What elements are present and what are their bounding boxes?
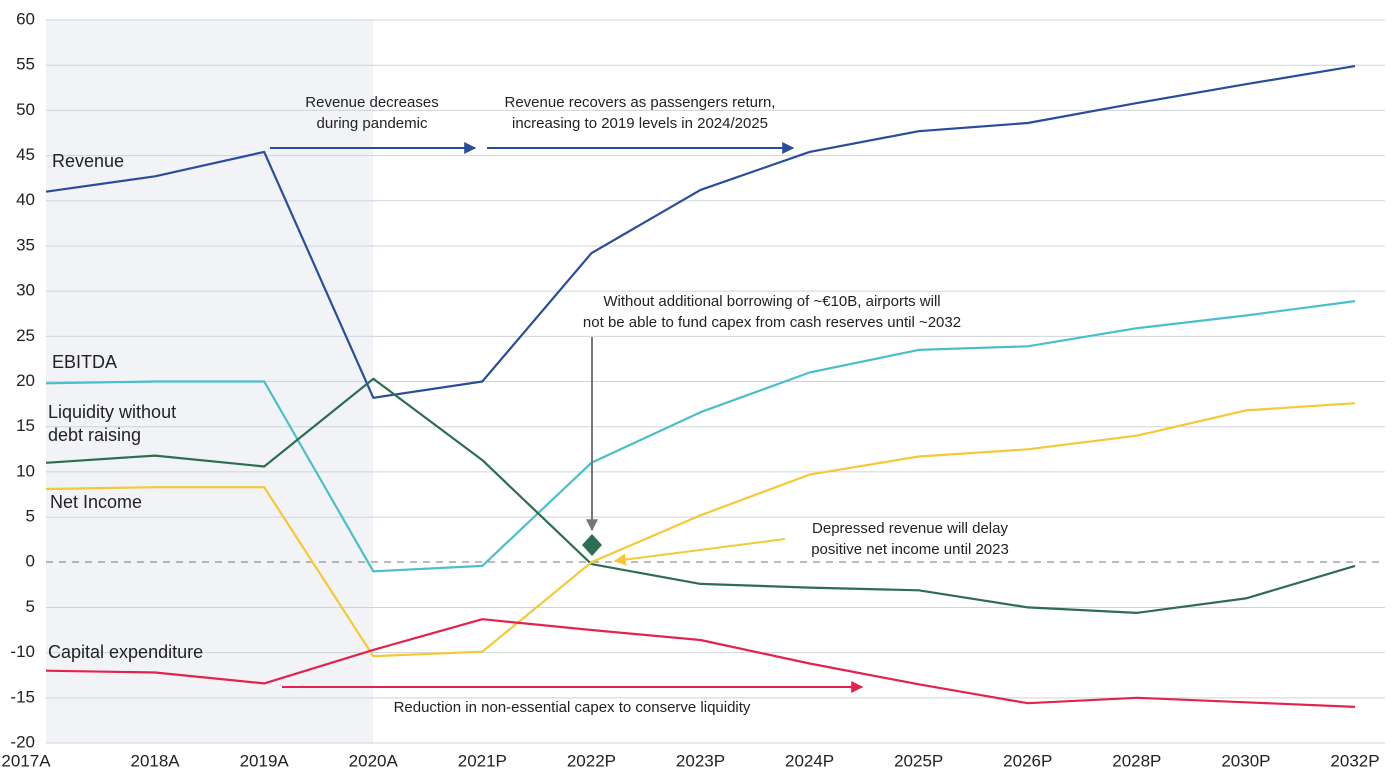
- series-label: Net Income: [50, 492, 143, 512]
- series-line: [45, 300, 1356, 573]
- diamond-marker: [582, 534, 602, 556]
- y-tick-label: 35: [16, 235, 35, 254]
- arrow: [613, 538, 786, 566]
- y-tick-label: -20: [10, 732, 35, 751]
- series-line: [45, 618, 1356, 708]
- x-tick-label: 2024P: [785, 751, 834, 770]
- y-tick-label: 60: [16, 9, 35, 28]
- series-label: Capital expenditure: [48, 642, 204, 662]
- y-tick-label: 15: [16, 416, 35, 435]
- x-tick-label: 2019A: [240, 751, 290, 770]
- y-tick-label: 40: [16, 190, 35, 209]
- annotation: Reduction in non-essential capex to cons…: [394, 699, 751, 716]
- y-tick-label: 10: [16, 461, 35, 480]
- series-line: [45, 65, 1356, 399]
- series-label: Revenue: [52, 151, 125, 171]
- y-tick-label: 20: [16, 371, 35, 390]
- x-tick-label: 2017A: [1, 751, 51, 770]
- x-tick-label: 2028P: [1112, 751, 1161, 770]
- y-tick-label: 30: [16, 281, 35, 300]
- y-tick-label: 45: [16, 145, 35, 164]
- annotation: Without additional borrowing of ~€10B, a…: [603, 293, 940, 310]
- y-tick-label: -10: [10, 642, 35, 661]
- y-tick-label: -15: [10, 687, 35, 706]
- x-tick-label: 2032P: [1330, 751, 1379, 770]
- x-tick-label: 2020A: [349, 751, 399, 770]
- series-label: EBITDA: [52, 352, 118, 372]
- y-tick-label: 25: [16, 326, 35, 345]
- annotation: during pandemic: [317, 115, 428, 132]
- annotation: Revenue recovers as passengers return,: [505, 94, 776, 111]
- x-tick-label: 2030P: [1221, 751, 1270, 770]
- series-line: [45, 377, 1356, 615]
- annotation: Depressed revenue will delay: [812, 520, 1008, 537]
- annotation: not be able to fund capex from cash rese…: [583, 314, 961, 331]
- x-tick-label: 2025P: [894, 751, 943, 770]
- x-tick-label: 2022P: [567, 751, 616, 770]
- x-tick-label: 2021P: [458, 751, 507, 770]
- series-label: Liquidity without debt raising: [48, 402, 177, 445]
- x-tick-label: 2026P: [1003, 751, 1052, 770]
- annotation: increasing to 2019 levels in 2024/2025: [512, 115, 768, 132]
- y-tick-label: 50: [16, 100, 35, 119]
- x-tick-label: 2023P: [676, 751, 725, 770]
- y-tick-label: 5: [26, 597, 35, 616]
- y-tick-label: 55: [16, 55, 35, 74]
- annotation: Revenue decreases: [305, 94, 438, 111]
- annotation: positive net income until 2023: [811, 541, 1009, 558]
- x-tick-label: 2018A: [130, 751, 180, 770]
- y-tick-label: 5: [26, 507, 35, 526]
- series-line: [45, 402, 1356, 658]
- y-tick-label: 0: [26, 552, 35, 571]
